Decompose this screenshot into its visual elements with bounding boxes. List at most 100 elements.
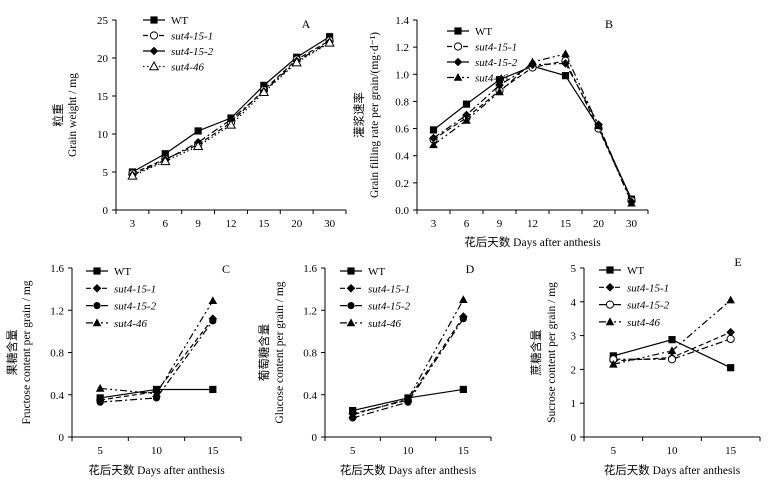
panel-letter: B [605, 17, 613, 31]
legend-label: WT [368, 266, 385, 278]
x-tick-label: 9 [195, 218, 201, 230]
x-tick-label: 30 [626, 218, 638, 230]
data-point [429, 133, 438, 143]
x-tick-label: 9 [497, 218, 503, 230]
y-tick-label: 1.2 [395, 42, 409, 54]
x-tick-label: 5 [611, 445, 617, 457]
legend-marker [605, 317, 615, 326]
data-point [209, 317, 217, 325]
panel-letter: C [222, 262, 230, 276]
legend-marker [605, 300, 615, 309]
legend: WT sut4-15-1 sut4-15-2 sut4-46 [340, 266, 411, 330]
x-tick-label: 3 [431, 218, 437, 230]
legend-label: WT [171, 15, 188, 27]
legend-marker [149, 31, 159, 40]
legend-label: sut4-15-2 [171, 46, 214, 58]
x-tick-label: 15 [725, 445, 737, 457]
y-tick-label: 1 [571, 398, 577, 410]
legend-label: sut4-46 [114, 318, 148, 330]
y-tick-label: 3 [571, 331, 577, 343]
y-tick-label: 0 [59, 432, 65, 444]
legend: WT sut4-15-1 sut4-15-2 sut4-46 [447, 26, 518, 85]
x-tick-label: 12 [226, 218, 237, 230]
legend-label: sut4-46 [475, 73, 509, 85]
x-tick-label: 6 [464, 218, 470, 230]
data-point [161, 150, 169, 158]
data-point [429, 126, 438, 134]
x-tick-label: 6 [163, 218, 169, 230]
x-tick-label: 15 [458, 445, 470, 457]
panel-letter: A [302, 17, 311, 31]
legend-marker [454, 27, 462, 35]
data-point [561, 72, 570, 80]
panel-letter: D [466, 262, 475, 276]
y-tick-label: 25 [97, 15, 109, 27]
y-tick-label: 0 [103, 205, 109, 217]
x-tick-label: 15 [560, 218, 572, 230]
x-axis-label: 花后天数 Days after anthesis [464, 235, 601, 249]
y-tick-label: 0.0 [395, 205, 409, 217]
data-point [96, 398, 104, 406]
legend-label: sut4-15-2 [475, 57, 518, 69]
series-line-WT [433, 65, 633, 200]
data-point [667, 355, 677, 364]
x-axis-label: 花后天数 Days after anthesis [340, 463, 477, 477]
legend: WT sut4-15-1 sut4-15-2 sut4-46 [143, 15, 214, 74]
legend-label: sut4-46 [627, 317, 661, 329]
data-point [727, 364, 735, 372]
y-tick-label: 0.4 [395, 151, 409, 163]
y-axis-label-cn: 果糖含量 [5, 330, 19, 376]
y-tick-label: 20 [97, 53, 109, 65]
y-tick-label: 10 [97, 129, 109, 141]
legend: WT sut4-15-1 sut4-15-2 sut4-46 [599, 265, 670, 329]
y-tick-label: 0.4 [50, 390, 64, 402]
y-axis-label-en: Fructose content per grain / mg [21, 280, 33, 424]
x-axis-label: 花后天数 Days after anthesis [88, 463, 225, 477]
y-tick-label: 1.2 [303, 305, 317, 317]
legend-marker [346, 318, 356, 327]
data-point [459, 315, 467, 323]
x-tick-label: 15 [258, 218, 270, 230]
y-tick-label: 1.0 [395, 69, 409, 81]
series-line-sut4-46 [100, 300, 214, 395]
data-point [95, 383, 105, 392]
legend-label: WT [114, 266, 131, 278]
x-tick-label: 20 [291, 218, 303, 230]
data-point [726, 327, 735, 337]
data-point [495, 87, 504, 96]
legend-marker [453, 42, 463, 51]
legend-marker [453, 73, 463, 81]
legend-marker [347, 302, 355, 310]
data-point [209, 385, 217, 394]
legend-marker [453, 57, 463, 67]
data-point [627, 198, 636, 207]
legend-label: sut4-46 [368, 318, 402, 330]
y-tick-label: 1.6 [303, 263, 317, 275]
data-point [160, 155, 171, 166]
legend-label: sut4-46 [171, 62, 205, 74]
y-tick-label: 0.2 [395, 178, 409, 190]
panel-letter: E [734, 255, 741, 269]
y-axis-label-cn: 灌浆速率 [352, 92, 366, 138]
legend-marker [148, 60, 160, 71]
data-point [403, 394, 413, 403]
legend-label: sut4-15-1 [368, 283, 410, 295]
series-line-sut4-15-2 [352, 318, 464, 419]
legend-label: sut4-15-2 [114, 301, 157, 313]
legend-marker [606, 266, 614, 274]
legend-label: sut4-15-1 [627, 282, 669, 294]
legend-marker [93, 302, 101, 310]
legend-marker [93, 267, 101, 275]
data-point [495, 76, 504, 84]
y-tick-label: 15 [97, 91, 109, 103]
series-line-sut4-15-2 [433, 62, 633, 203]
y-tick-label: 0 [571, 432, 577, 444]
panel-a: 0 5 10 15 20 25 3 6 9 12 15 20 30 粒重 Grain weight / mg… [51, 15, 347, 230]
x-tick-label: 10 [151, 445, 163, 457]
panel-c: 0 0.4 0.8 1.2 1.6 5 10 15 花后天数 Days after anthes… [5, 262, 242, 477]
data-point [495, 80, 504, 90]
data-point [667, 346, 677, 355]
data-point [225, 119, 237, 129]
data-point [429, 140, 438, 149]
panel-e: 0 1 2 3 4 5 5 10 15 花后天数 Days after anthesis 蔗糖含量 S… [529, 255, 761, 477]
